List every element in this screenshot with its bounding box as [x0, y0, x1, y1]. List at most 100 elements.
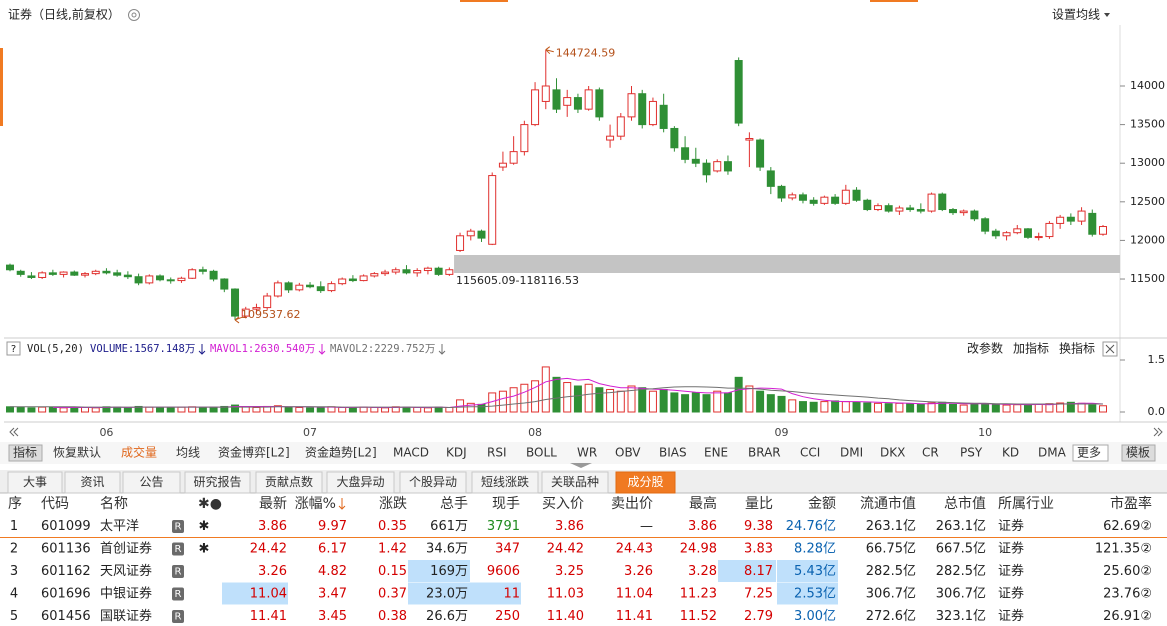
table-cell[interactable]: 首创证券	[100, 541, 152, 557]
column-header[interactable]: 最新	[259, 496, 287, 512]
indicator-button[interactable]: 改参数	[967, 341, 1003, 356]
info-tab[interactable]: 资讯	[80, 475, 104, 489]
candle-body	[252, 307, 261, 310]
table-cell: 11.04	[250, 587, 287, 602]
volume-legend: MAVOL1:2630.540万	[210, 343, 315, 355]
candle-body	[723, 161, 732, 172]
indicator-tab[interactable]: MACD	[393, 446, 429, 460]
indicator-tab[interactable]: 恢复默认	[53, 445, 101, 460]
gear-icon[interactable]	[128, 9, 140, 21]
indicator-tab[interactable]: 模板	[1126, 446, 1150, 460]
table-cell: 6.17	[318, 542, 347, 557]
table-cell[interactable]: 国联证券	[100, 608, 152, 624]
table-cell[interactable]: 中银证券	[100, 586, 152, 602]
volume-bar	[16, 406, 25, 413]
indicator-tab[interactable]: DMA	[1038, 446, 1067, 460]
info-tab[interactable]: 大盘异动	[336, 474, 384, 489]
table-cell: 24.98	[680, 542, 717, 557]
candle-body	[123, 274, 132, 278]
candle-body	[1013, 228, 1022, 234]
indicator-tab[interactable]: 均线	[176, 446, 200, 460]
indicator-tab[interactable]: BOLL	[526, 446, 557, 460]
indicator-tab[interactable]: PSY	[960, 446, 983, 460]
info-tab[interactable]: 个股异动	[409, 475, 457, 489]
left-accent	[0, 48, 3, 126]
scroll-left[interactable]	[9, 427, 19, 437]
info-tab[interactable]: 研究报告	[193, 474, 241, 489]
indicator-tab[interactable]: KD	[1002, 446, 1019, 460]
column-header[interactable]: 现手	[492, 496, 520, 512]
volume-bar	[59, 407, 68, 413]
cell-highlight	[408, 560, 470, 582]
indicator-button[interactable]: 换指标	[1059, 341, 1095, 356]
indicator-tab[interactable]: BRAR	[748, 446, 781, 460]
candle-body	[927, 193, 936, 212]
indicator-tab[interactable]: 成交量	[121, 445, 157, 460]
indicator-tab[interactable]: DMI	[840, 446, 863, 460]
info-tab[interactable]: 短线涨跌	[481, 474, 529, 489]
splitter-grip[interactable]	[570, 463, 592, 468]
column-header[interactable]: 代码	[41, 496, 69, 512]
column-header[interactable]: 总手	[440, 496, 468, 512]
column-header[interactable]: 名称	[100, 496, 128, 512]
column-header[interactable]: 涨幅%	[295, 496, 336, 512]
scroll-right[interactable]	[1153, 427, 1163, 437]
indicator-tab[interactable]: CCI	[800, 446, 820, 460]
volume-bar	[809, 401, 818, 413]
table-cell: 0.35	[378, 519, 407, 534]
candle-body	[38, 272, 47, 278]
indicator-tab[interactable]: OBV	[615, 446, 641, 460]
table-cell: 601162	[41, 564, 91, 579]
indicator-tab[interactable]: 资金趋势[L2]	[305, 445, 377, 460]
help-box[interactable]	[6, 341, 21, 356]
volume-bar	[445, 406, 454, 413]
table-cell: 3	[10, 564, 18, 579]
indicator-tab[interactable]: ENE	[704, 446, 728, 460]
info-tab-box	[615, 471, 676, 494]
candle-body	[284, 282, 293, 291]
indicator-tab[interactable]: 资金博弈[L2]	[218, 445, 290, 460]
column-header[interactable]: 量比	[745, 496, 773, 512]
info-tab-box	[184, 471, 251, 494]
indicator-button[interactable]: 加指标	[1013, 341, 1049, 356]
table-cell[interactable]: 太平洋	[100, 519, 139, 534]
column-header[interactable]: 所属行业	[998, 496, 1054, 512]
column-header[interactable]: ✱●	[198, 496, 222, 512]
table-cell: 证券	[998, 518, 1024, 534]
table-cell: 0.37	[378, 587, 407, 602]
indicator-tab[interactable]: 更多	[1077, 446, 1101, 460]
indicator-tab[interactable]: DKX	[880, 446, 905, 460]
table-cell: 169万	[430, 564, 468, 579]
table-cell[interactable]: 天风证券	[100, 563, 152, 579]
indicator-tab[interactable]: 指标	[13, 445, 37, 460]
column-header[interactable]: 流通市值	[860, 495, 916, 512]
info-tab[interactable]: 关联品种	[551, 475, 599, 489]
indicator-tab[interactable]: CR	[922, 446, 939, 460]
column-header[interactable]: 序	[8, 496, 22, 512]
info-tab[interactable]: 成分股	[627, 475, 663, 489]
column-header[interactable]: 买入价	[542, 496, 584, 512]
info-tab[interactable]: 贡献点数	[265, 474, 313, 489]
candle-body	[713, 161, 722, 172]
indicator-tab[interactable]: BIAS	[659, 446, 687, 460]
table-cell: 3.83	[744, 542, 773, 557]
info-tab[interactable]: 公告	[139, 475, 163, 489]
indicator-tab[interactable]: WR	[577, 446, 597, 460]
indicator-tab[interactable]: KDJ	[446, 446, 467, 460]
table-cell: 11.03	[547, 587, 584, 602]
ma-settings[interactable]: 设置均线	[1052, 8, 1100, 22]
high-label: 144724.59	[556, 47, 616, 60]
candle-body	[370, 273, 379, 277]
volume-bar	[231, 404, 240, 413]
candle-body	[295, 284, 304, 291]
info-tab[interactable]: 大事	[23, 475, 47, 489]
indicator-tab[interactable]: RSI	[487, 446, 507, 460]
column-header[interactable]: 卖出价	[611, 496, 653, 512]
column-header[interactable]: 金额	[808, 496, 836, 512]
column-header[interactable]: 市盈率	[1110, 495, 1152, 512]
column-header[interactable]: 涨跌	[379, 496, 407, 512]
cell-highlight	[408, 582, 470, 605]
table-cell: 282.5亿	[866, 564, 916, 579]
column-header[interactable]: 最高	[689, 495, 717, 512]
column-header[interactable]: 总市值	[944, 495, 986, 512]
